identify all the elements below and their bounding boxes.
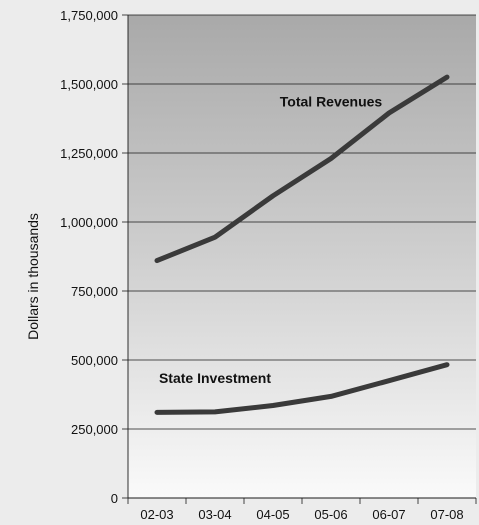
x-tick-label: 03-04 [198,507,231,522]
x-tick-label: 06-07 [372,507,405,522]
x-tick-label: 07-08 [430,507,463,522]
plot-area [128,15,476,498]
series-label: State Investment [159,370,271,386]
gridlines [128,14,476,430]
series-label: Total Revenues [280,94,383,110]
series-labels: Total Revenues State Investment [159,94,382,386]
tick-labels: 0 250,000 500,000 750,000 1,000,000 1,250,000… [60,8,463,522]
x-tick-label: 02-03 [140,507,173,522]
x-tick-label: 04-05 [256,507,289,522]
y-tick-label: 0 [111,491,118,506]
y-tick-label: 1,750,000 [60,8,118,23]
x-tick-label: 05-06 [314,507,347,522]
y-tick-label: 250,000 [71,422,118,437]
series-line-total-revenues [154,74,450,264]
series-lines [154,74,450,415]
y-axis-title: Dollars in thousands [25,213,41,340]
y-tick-label: 500,000 [71,353,118,368]
series-line-state-investment [154,362,450,415]
y-tick-label: 1,500,000 [60,77,118,92]
y-tick-label: 1,000,000 [60,215,118,230]
y-tick-label: 1,250,000 [60,146,118,161]
axes [122,14,477,504]
y-tick-label: 750,000 [71,284,118,299]
